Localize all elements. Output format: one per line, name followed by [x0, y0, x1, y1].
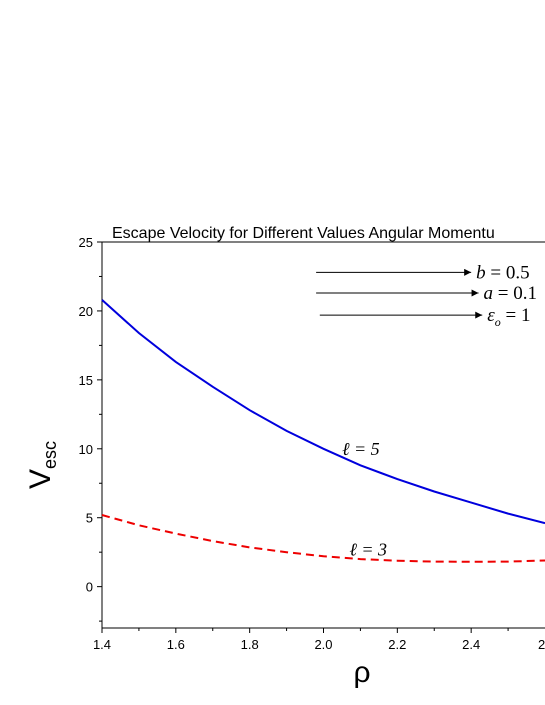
x-tick-label: 2.4	[462, 637, 480, 652]
series-label-1: ℓ = 5	[342, 439, 380, 459]
annotation-text-1: b = 0.5	[476, 262, 529, 283]
y-tick-label: 15	[79, 373, 93, 388]
series-line-2	[101, 514, 545, 563]
y-axis-label-sub: esc	[40, 441, 60, 469]
x-axis-label: ρ	[353, 656, 370, 689]
svg-text:Vesc: Vesc	[24, 441, 60, 489]
y-axis-label: Vesc	[24, 441, 60, 489]
y-tick-label: 0	[86, 580, 93, 595]
x-tick-label: 1.4	[93, 637, 111, 652]
chart-title: Escape Velocity for Different Values Ang…	[112, 225, 495, 242]
y-tick-label: 20	[79, 304, 93, 319]
y-tick-label: 5	[86, 511, 93, 526]
x-tick-label: 1.6	[167, 637, 185, 652]
x-tick-label: 1.8	[241, 637, 259, 652]
y-tick-label: 10	[79, 442, 93, 457]
y-tick-label: 25	[79, 235, 93, 250]
x-tick-label-edge: 2.	[538, 637, 545, 652]
x-tick-label: 2.2	[388, 637, 406, 652]
x-tick-label: 2.0	[314, 637, 332, 652]
y-axis-label-main: V	[24, 469, 57, 489]
series-label-2: ℓ = 3	[349, 539, 387, 559]
annotation-text-2: a = 0.1	[484, 283, 537, 304]
annotation-text-3: εo = 1	[487, 305, 530, 329]
series-line-1	[101, 299, 545, 525]
